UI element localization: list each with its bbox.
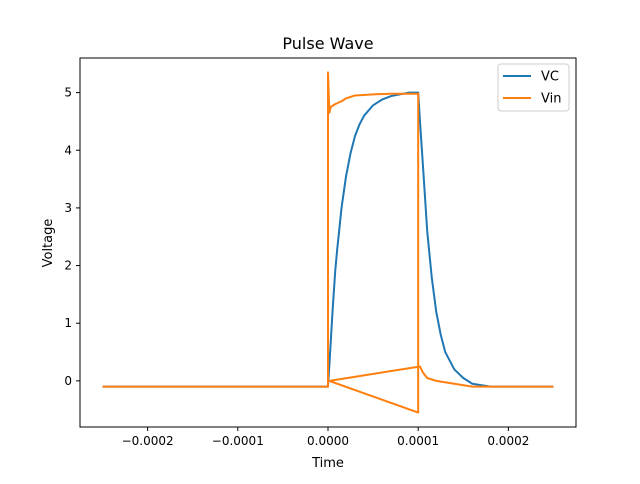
x-tick-label: 0.0001 (397, 434, 439, 448)
x-tick-label: 0.0000 (307, 434, 349, 448)
y-tick-label: 4 (64, 143, 72, 157)
x-tick-label: 0.0002 (487, 434, 529, 448)
y-tick-label: 5 (64, 86, 72, 100)
legend: VC Vin (497, 63, 570, 112)
x-tick-label: −0.0001 (212, 434, 264, 448)
y-tick-label: 2 (64, 259, 72, 273)
y-tick-label: 3 (64, 201, 72, 215)
y-tick-label: 1 (64, 316, 72, 330)
x-axis-label: Time (311, 456, 344, 471)
chart-title: Pulse Wave (282, 34, 373, 53)
legend-label-vc: VC (541, 70, 559, 85)
y-tick-label: 0 (64, 374, 72, 388)
legend-items: VC Vin (503, 70, 561, 107)
x-axis-ticks: −0.0002 −0.0001 0.0000 0.0001 0.0002 (122, 427, 529, 448)
series-line-vc (102, 91, 554, 388)
series-line-vin (102, 71, 554, 414)
y-axis-ticks: 0 1 2 3 4 5 (64, 86, 80, 388)
x-tick-label: −0.0002 (122, 434, 174, 448)
legend-label-vin: Vin (541, 92, 561, 107)
series-layer (102, 71, 554, 414)
y-axis-label: Voltage (41, 219, 56, 268)
